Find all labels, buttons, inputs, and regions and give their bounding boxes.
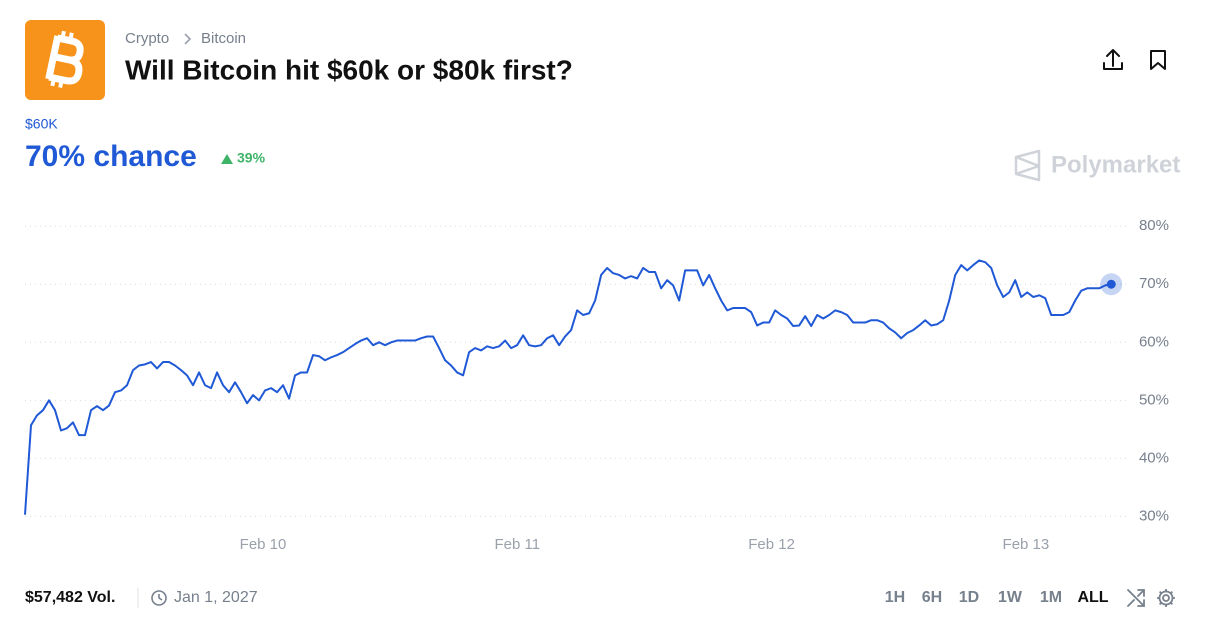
- outcome-label: $60K: [25, 116, 58, 132]
- chance: 70% chance: [25, 140, 197, 173]
- breadcrumb-separator: [184, 33, 192, 45]
- price-line: [24, 259, 1112, 515]
- change-arrow: [221, 154, 233, 164]
- x-tick-label: Feb 12: [748, 536, 795, 553]
- y-tick-label: 80%: [1139, 217, 1169, 234]
- clock-icon: [151, 590, 167, 606]
- x-tick-label: Feb 13: [1003, 536, 1050, 553]
- y-tick-label: 30%: [1139, 507, 1169, 524]
- change: 39%: [237, 150, 266, 166]
- price-chart: 30% 40% 50% 60% 70% 80% Feb 10 Feb 11 Feb 12 Feb …: [24, 217, 1169, 553]
- polymarket-logo: [1014, 149, 1041, 182]
- timeframe-button[interactable]: ALL: [1077, 589, 1108, 606]
- timeframe-button[interactable]: 6H: [922, 589, 942, 606]
- end-date: Jan 1, 2027: [174, 589, 258, 606]
- watermark: Polymarket: [1051, 151, 1180, 178]
- timeframe-button[interactable]: 1H: [885, 589, 905, 606]
- y-tick-label: 40%: [1139, 449, 1169, 466]
- current-point: [1106, 279, 1116, 289]
- y-tick-label: 70%: [1139, 275, 1169, 292]
- timeframe-selector: 1H 6H 1D 1W 1M ALL: [885, 589, 1109, 606]
- share-button[interactable]: [1103, 49, 1123, 70]
- x-tick-label: Feb 10: [240, 536, 287, 553]
- timeframe-button[interactable]: 1D: [959, 589, 979, 606]
- x-tick-label: Feb 11: [495, 536, 541, 553]
- breadcrumb[interactable]: Bitcoin: [201, 30, 246, 47]
- volume: $57,482 Vol.: [25, 589, 115, 606]
- breadcrumb[interactable]: Crypto: [125, 30, 169, 47]
- compare-button[interactable]: [1127, 589, 1145, 607]
- y-tick-label: 60%: [1139, 333, 1169, 350]
- timeframe-button[interactable]: 1W: [998, 589, 1023, 606]
- bookmark-button[interactable]: [1150, 50, 1166, 70]
- market-title: Will Bitcoin hit $60k or $80k first?: [125, 54, 573, 85]
- settings-button[interactable]: [1157, 589, 1175, 607]
- timeframe-button[interactable]: 1M: [1040, 589, 1062, 606]
- bitcoin-icon: [25, 20, 105, 100]
- y-tick-label: 50%: [1139, 391, 1169, 408]
